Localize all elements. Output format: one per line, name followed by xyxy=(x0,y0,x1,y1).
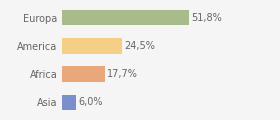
Text: 6,0%: 6,0% xyxy=(78,97,103,107)
Bar xyxy=(62,38,122,54)
Bar xyxy=(62,95,76,110)
Text: 17,7%: 17,7% xyxy=(107,69,138,79)
Bar xyxy=(62,10,189,25)
Text: 24,5%: 24,5% xyxy=(124,41,155,51)
Text: 51,8%: 51,8% xyxy=(191,13,222,23)
Bar xyxy=(62,66,105,82)
